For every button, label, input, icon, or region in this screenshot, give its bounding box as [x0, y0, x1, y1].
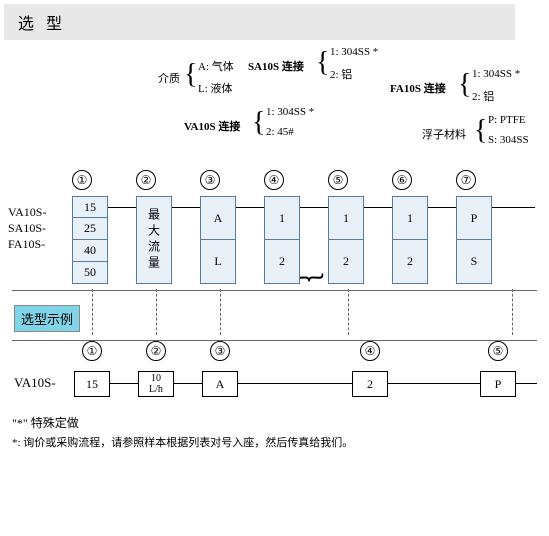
cell: 2 — [328, 240, 364, 284]
cell: 1 — [328, 196, 364, 240]
circle-2: ② — [136, 170, 156, 190]
brace-icon: { — [316, 56, 329, 70]
cell: 2 — [264, 240, 300, 284]
col-float: P S — [456, 196, 492, 284]
col-fa10s-conn: 1 2 — [392, 196, 428, 284]
circle-6: ⑥ — [392, 170, 412, 190]
legend-area: 介质 { A: 气体 L: 液体 SA10S 连接 { 1: 304SS * 2… — [4, 40, 545, 170]
circle-4: ④ — [264, 170, 284, 190]
cell: 25 — [72, 218, 108, 240]
footnotes: "*" 特殊定做 *: 询价或采购流程，请参照样本根据列表对号入座，然后传真给我… — [4, 413, 545, 453]
col-medium: A L — [200, 196, 236, 284]
footnote-2: *: 询价或采购流程，请参照样本根据列表对号入座，然后传真给我们。 — [12, 433, 545, 453]
cell: 40 — [72, 240, 108, 262]
legend-fa10s-1: 1: 304SS * — [472, 68, 520, 80]
footnote-1: "*" 特殊定做 — [12, 413, 545, 433]
example-prefix: VA10S- — [14, 375, 56, 391]
example-circles: ① ② ③ ④ ⑤ — [74, 341, 545, 361]
option-grid: 15 25 40 50 最大流量 A L 1 2 1 2 1 2 — [72, 196, 545, 284]
cell: L — [200, 240, 236, 284]
row-label-sa10s: SA10S- — [8, 220, 46, 236]
legend-float-2: S: 304SS — [488, 134, 529, 146]
legend-medium-a: A: 气体 — [198, 58, 234, 74]
cell: 2 — [392, 240, 428, 284]
legend-fa10s-label: FA10S 连接 — [390, 80, 446, 96]
legend-sa10s-1: 1: 304SS * — [330, 46, 378, 58]
example-header: 选型示例 — [14, 305, 80, 332]
example-row: 15 10 L/h A 2 P — [74, 371, 545, 397]
col-va10s-conn: 1 2 — [264, 196, 300, 284]
circle-7: ⑦ — [456, 170, 476, 190]
row-labels: VA10S- SA10S- FA10S- — [8, 204, 46, 252]
brace-icon: { — [184, 68, 197, 82]
cell-flow: 最大流量 — [136, 196, 172, 284]
ex-circle-1: ① — [82, 341, 102, 361]
cell: P — [456, 196, 492, 240]
legend-va10s-label: VA10S 连接 — [184, 118, 240, 134]
ex-circle-2: ② — [146, 341, 166, 361]
ex-circle-5: ⑤ — [488, 341, 508, 361]
cell: 1 — [392, 196, 428, 240]
brace-icon: { — [252, 116, 265, 130]
legend-va10s-2: 2: 45# — [266, 126, 294, 138]
legend-float-1: P: PTFE — [488, 114, 526, 126]
legend-medium-label: 介质 — [158, 70, 180, 86]
circle-row-top: ① ② ③ ④ ⑤ ⑥ ⑦ — [72, 170, 545, 190]
legend-sa10s-label: SA10S 连接 — [248, 58, 304, 74]
legend-medium-l: L: 液体 — [198, 80, 233, 96]
legend-float-label: 浮子材料 — [422, 126, 466, 142]
cell: 50 — [72, 262, 108, 284]
legend-va10s-1: 1: 304SS * — [266, 106, 314, 118]
ex-cell-4: 2 — [352, 371, 388, 397]
legend-fa10s-2: 2: 铝 — [472, 88, 494, 104]
row-label-fa10s: FA10S- — [8, 236, 46, 252]
col-sa10s-conn: 1 2 — [328, 196, 364, 284]
ex-circle-4: ④ — [360, 341, 380, 361]
legend-sa10s-2: 2: 铝 — [330, 66, 352, 82]
ex-cell-1: 15 — [74, 371, 110, 397]
col-caliber: 15 25 40 50 — [72, 196, 108, 284]
ex-circle-3: ③ — [210, 341, 230, 361]
cell: A — [200, 196, 236, 240]
page-title: 选 型 — [4, 4, 515, 40]
row-label-va10s: VA10S- — [8, 204, 46, 220]
brace-icon: { — [458, 78, 471, 92]
dashed-row — [74, 289, 545, 335]
cell: 15 — [72, 196, 108, 218]
circle-3: ③ — [200, 170, 220, 190]
col-flow: 最大流量 — [136, 196, 172, 284]
cell: S — [456, 240, 492, 284]
ex-cell-2: 10 L/h — [138, 371, 174, 397]
circle-5: ⑤ — [328, 170, 348, 190]
cell: 1 — [264, 196, 300, 240]
circle-1: ① — [72, 170, 92, 190]
brace-icon: { — [474, 124, 487, 138]
ex-cell-3: A — [202, 371, 238, 397]
ex-cell-5: P — [480, 371, 516, 397]
